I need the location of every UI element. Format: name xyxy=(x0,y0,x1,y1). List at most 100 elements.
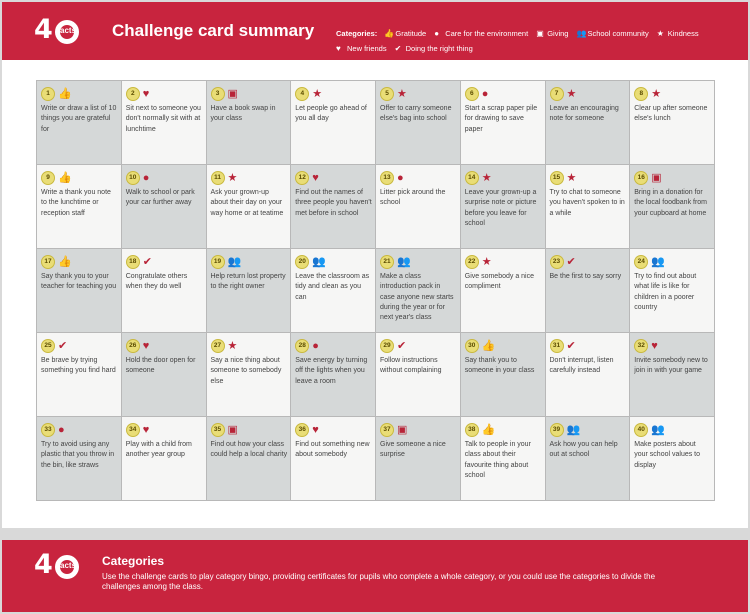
card-number-badge: 23 xyxy=(549,254,564,269)
challenge-card: 28 ● Save energy by turning off the lights… xyxy=(291,333,376,417)
star-icon: ★ xyxy=(481,255,492,268)
legend-label: Categories: xyxy=(336,29,378,38)
card-number-badge: 10 xyxy=(125,170,140,185)
card-text: Hold the door open for someone xyxy=(125,357,196,375)
card-text: Have a book swap in your class xyxy=(210,105,276,123)
card-number-badge: 16 xyxy=(634,170,649,185)
card-number-badge: 6 xyxy=(464,86,479,101)
heart-icon: ♥ xyxy=(651,339,658,352)
card-text: Leave the classroom as tidy and clean as… xyxy=(295,273,370,301)
card-number-badge: 3 xyxy=(210,86,225,101)
legend-item: ♥ New friends xyxy=(336,41,387,56)
challenge-card: 38 👍 Talk to people in your class about th… xyxy=(460,417,546,501)
star-icon: ★ xyxy=(227,339,238,352)
footer-banner: 4 acts Categories Use the challenge card… xyxy=(2,540,748,612)
card-text: Help return lost property to the right o… xyxy=(210,273,286,291)
people-icon: 👥 xyxy=(651,423,665,436)
challenge-card-grid: 1 👍 Write or draw a list of 10 things you … xyxy=(36,80,715,501)
card-text: Ask how you can help out at school xyxy=(549,441,618,459)
card-number-badge: 2 xyxy=(125,86,140,101)
card-number-badge: 22 xyxy=(464,254,479,269)
challenge-card: 20 👥 Leave the classroom as tidy and clean… xyxy=(291,249,376,333)
card-number-badge: 28 xyxy=(295,338,310,353)
card-text: Ask your grown-up about their day on you… xyxy=(210,189,284,217)
card-text: Give someone a nice surprise xyxy=(380,441,446,459)
card-text: Sit next to someone you don't normally s… xyxy=(125,105,201,133)
thumbs-up-icon: 👍 xyxy=(58,87,72,100)
card-number-badge: 7 xyxy=(549,86,564,101)
legend-item: ▣ Giving xyxy=(536,26,568,41)
card-text: Clear up after someone else's lunch xyxy=(634,105,708,123)
footer-logo: 4 acts xyxy=(34,549,94,583)
card-number-badge: 36 xyxy=(295,422,310,437)
people-icon: 👥 xyxy=(651,255,665,268)
card-number-badge: 20 xyxy=(295,254,310,269)
people-icon: 👥 xyxy=(576,29,587,38)
card-text: Be brave by trying something you find ha… xyxy=(41,357,116,375)
card-text: Litter pick around the school xyxy=(380,189,446,207)
challenge-card: 15 ★ Try to chat to someone you haven't sp… xyxy=(545,165,631,249)
challenge-card: 13 ● Litter pick around the school xyxy=(376,165,461,249)
logo-text: acts xyxy=(60,26,77,35)
star-icon: ★ xyxy=(651,87,662,100)
card-number-badge: 27 xyxy=(210,338,225,353)
challenge-card: 39 👥 Ask how you can help out at school xyxy=(545,417,631,501)
challenge-card: 6 ● Start a scrap paper pile for drawing t… xyxy=(460,81,546,165)
star-icon: ★ xyxy=(397,87,407,100)
heart-icon: ♥ xyxy=(312,171,319,184)
logo: 4 acts xyxy=(34,14,94,48)
card-text: Say a nice thing about someone to somebo… xyxy=(210,357,282,385)
globe-icon: ● xyxy=(397,171,404,184)
star-icon: ★ xyxy=(227,171,238,184)
card-text: Give somebody a nice compliment xyxy=(464,273,535,291)
legend-item-label: New friends xyxy=(347,44,387,53)
challenge-card: 18 ✔ Congratulate others when they do well xyxy=(121,249,207,333)
card-number-badge: 19 xyxy=(210,254,225,269)
card-number-badge: 33 xyxy=(41,422,55,437)
thumbs-up-icon: 👍 xyxy=(384,29,395,38)
challenge-card: 14 ★ Leave your grown-up a surprise note o… xyxy=(460,165,546,249)
category-legend: Categories: 👍Gratitude ● Care for the envi… xyxy=(336,26,716,56)
heart-icon: ♥ xyxy=(312,423,319,436)
challenge-card: 34 ♥ Play with a child from another year g… xyxy=(121,417,207,501)
people-icon: 👥 xyxy=(227,255,242,268)
card-text: Invite somebody new to join in with your… xyxy=(634,357,708,375)
thumbs-up-icon: 👍 xyxy=(481,339,496,352)
card-number-badge: 25 xyxy=(41,338,55,353)
challenge-card: 24 👥 Try to find out about what life is li… xyxy=(630,249,715,333)
card-number-badge: 40 xyxy=(634,422,649,437)
legend-item-label: Kindness xyxy=(667,29,699,38)
card-text: Let people go ahead of you all day xyxy=(295,105,367,123)
card-text: Find out how your class could help a loc… xyxy=(210,441,288,459)
check-icon: ✔ xyxy=(566,255,576,268)
footer-title: Categories xyxy=(102,554,165,568)
card-number-badge: 15 xyxy=(549,170,564,185)
card-number-badge: 12 xyxy=(295,170,310,185)
challenge-card: 1 👍 Write or draw a list of 10 things you … xyxy=(37,81,122,165)
challenge-card: 31 ✔ Don't interrupt, listen carefully ins… xyxy=(545,333,631,417)
gift-icon: ▣ xyxy=(397,423,408,436)
legend-item-label: Gratitude xyxy=(395,29,427,38)
legend-item-label: Doing the right thing xyxy=(405,44,473,53)
challenge-card: 16 ▣ Bring in a donation for the local foo… xyxy=(630,165,715,249)
card-number-badge: 4 xyxy=(295,86,310,101)
card-number-badge: 35 xyxy=(210,422,225,437)
legend-item: ✔ Doing the right thing xyxy=(395,41,473,56)
card-text: Leave an encouraging note for someone xyxy=(549,105,619,123)
globe-icon: ● xyxy=(58,423,65,436)
gift-icon: ▣ xyxy=(227,87,238,100)
card-number-badge: 5 xyxy=(380,86,394,101)
card-number-badge: 29 xyxy=(380,338,394,353)
challenge-card: 17 👍 Say thank you to your teacher for tea… xyxy=(37,249,122,333)
footer-description: Use the challenge cards to play category… xyxy=(102,572,656,591)
card-number-badge: 1 xyxy=(41,86,55,101)
card-number-badge: 9 xyxy=(41,170,55,185)
card-text: Play with a child from another year grou… xyxy=(125,441,192,459)
card-text: Write a thank you note to the lunchtime … xyxy=(41,189,111,217)
challenge-card: 10 ● Walk to school or park your car furth… xyxy=(121,165,207,249)
card-text: Write or draw a list of 10 things you ar… xyxy=(41,105,117,133)
thumbs-up-icon: 👍 xyxy=(58,255,72,268)
card-text: Bring in a donation for the local foodba… xyxy=(634,189,708,217)
legend-item: 👥School community xyxy=(576,26,648,41)
globe-icon: ● xyxy=(142,171,150,184)
